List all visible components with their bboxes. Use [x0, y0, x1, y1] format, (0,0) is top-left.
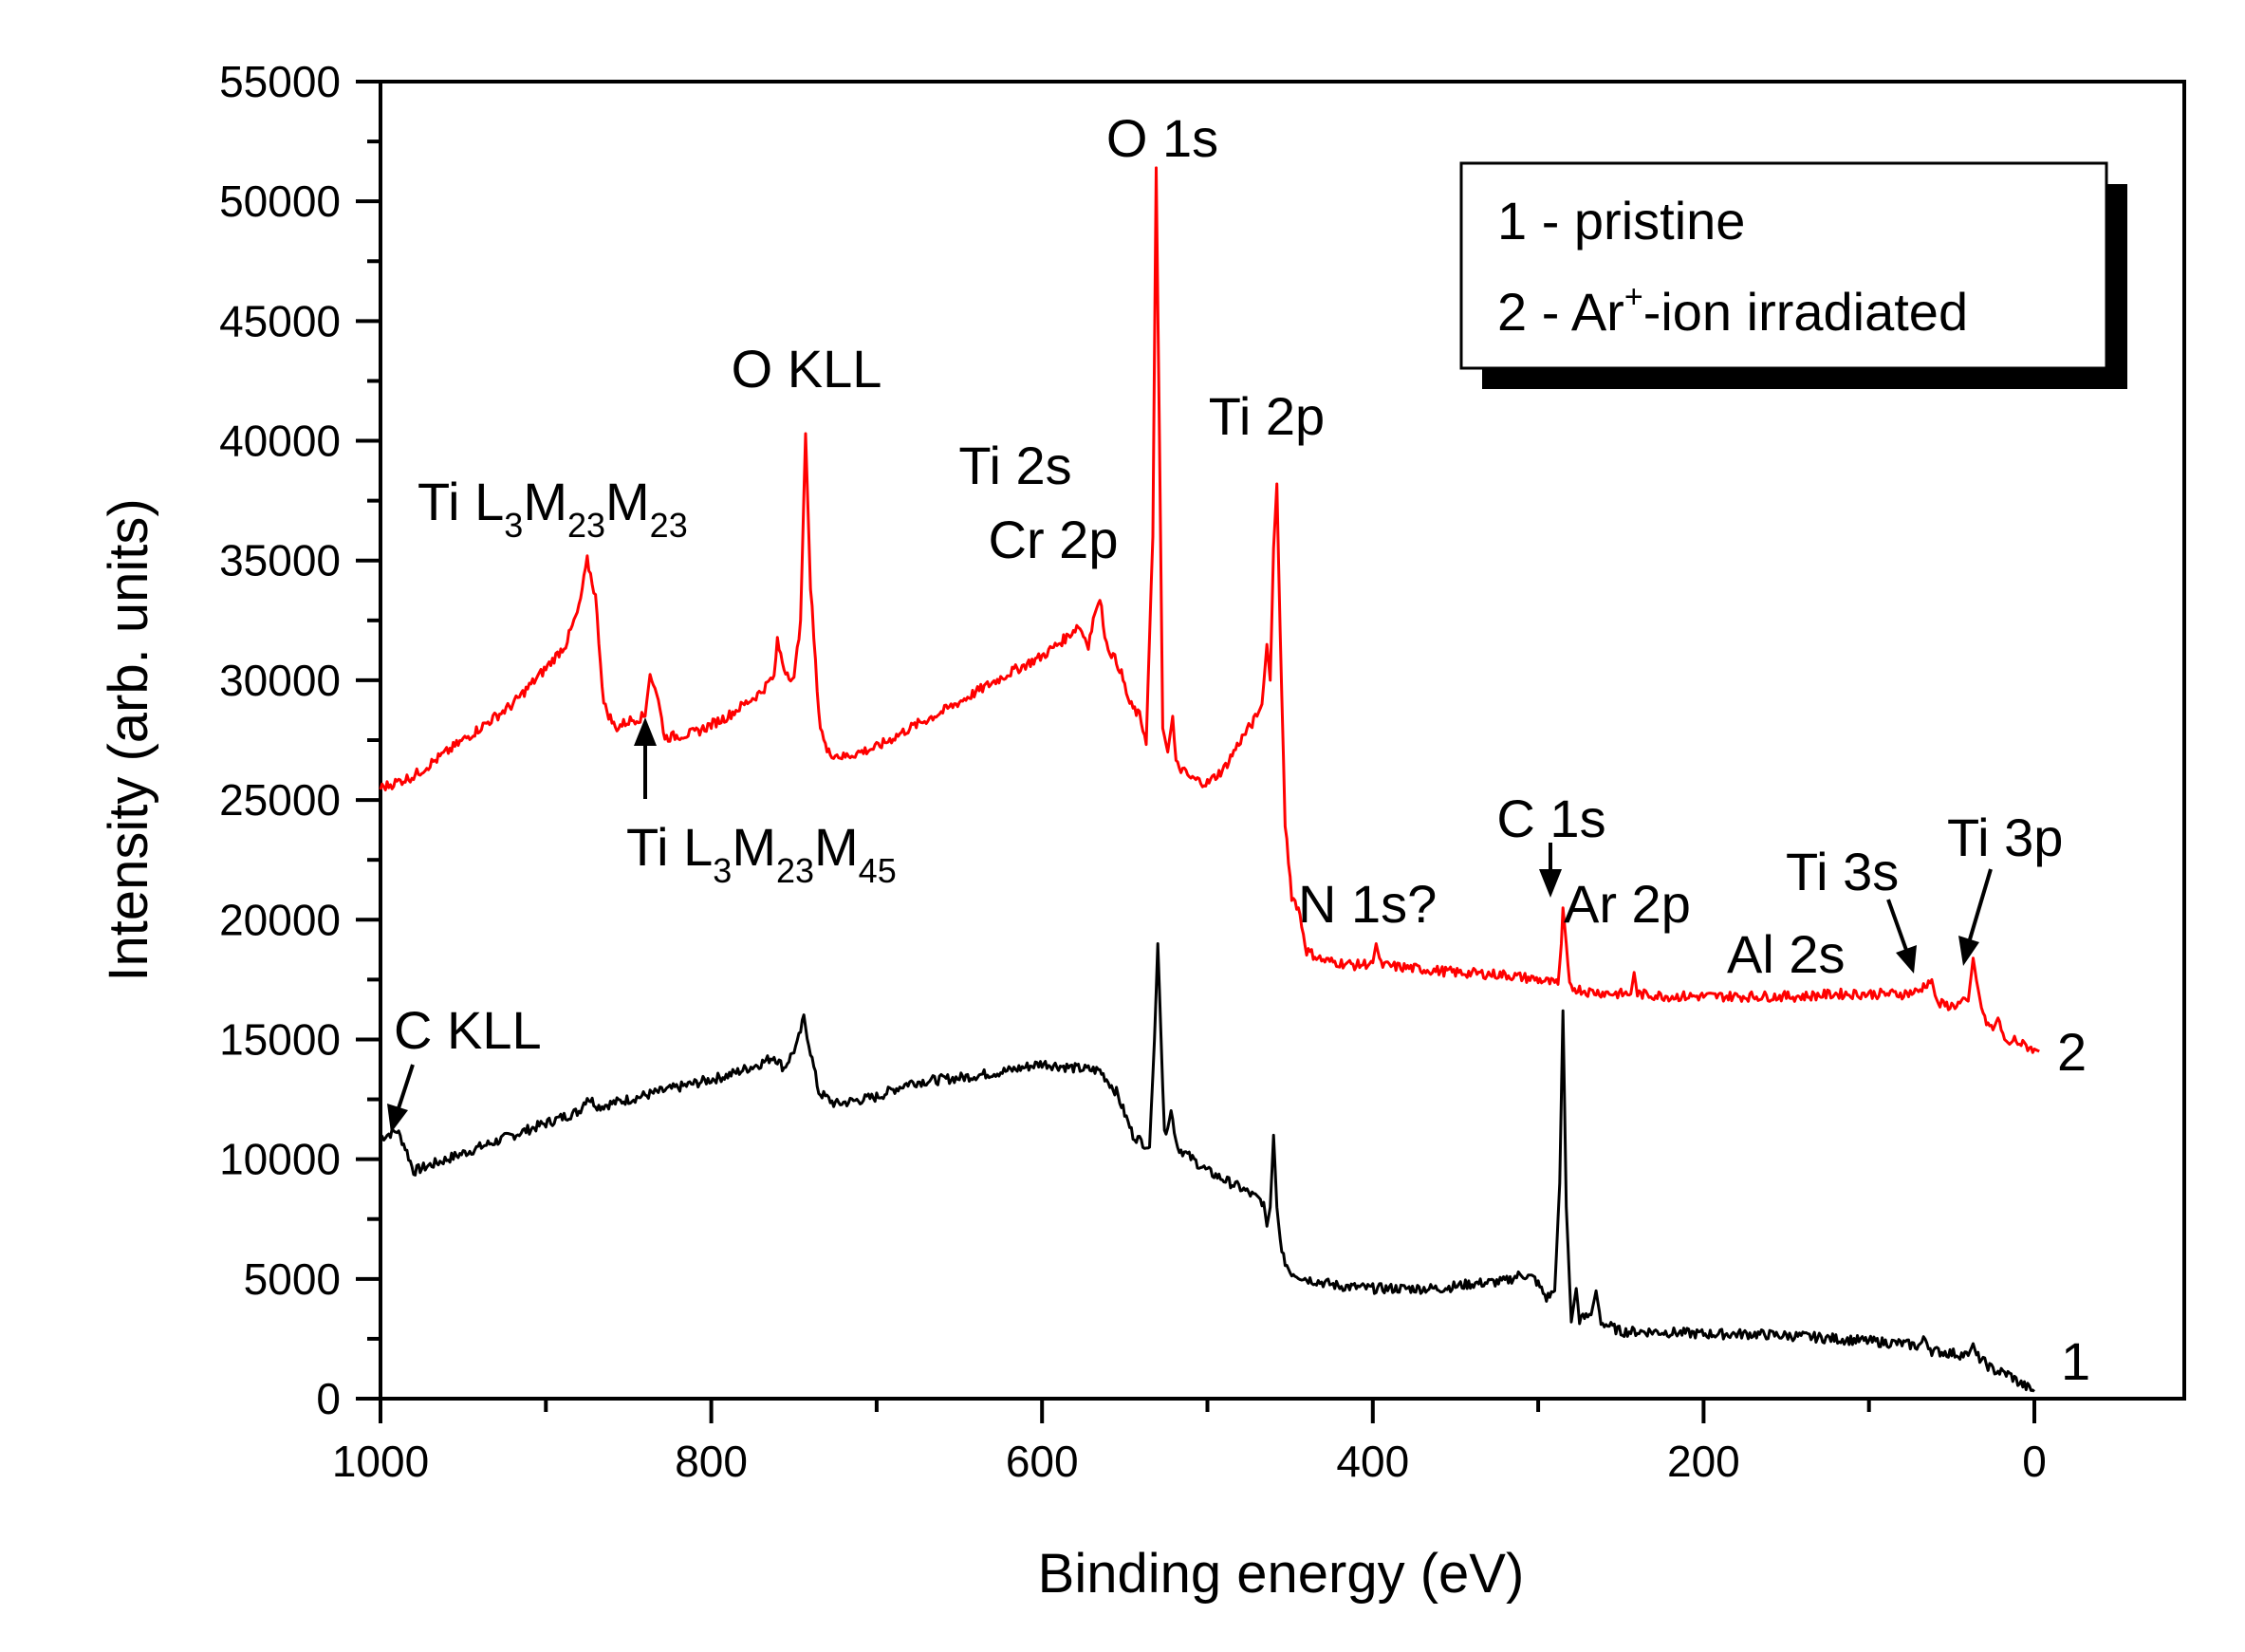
x-tick-label: 1000: [332, 1437, 429, 1486]
legend: 1 - pristine 2 - Ar+-ion irradiated: [1459, 161, 2127, 389]
y-tick-label: 15000: [219, 1014, 341, 1064]
y-tick-label: 20000: [219, 895, 341, 944]
annotation-n1s: N 1s?: [1298, 874, 1437, 934]
annotation-al2s: Al 2s: [1727, 924, 1846, 984]
arrow-ti-l3m23m45: [634, 717, 657, 799]
y-axis-title: Intensity (arb. units): [98, 498, 159, 981]
annotation-ti3p: Ti 3p: [1947, 807, 2063, 867]
annotation-ti3s: Ti 3s: [1786, 842, 1899, 901]
annotation-okll: O KLL: [732, 339, 882, 399]
series-line-1: [380, 942, 2035, 1393]
annotations: O 1s O KLL Ti 2p Ti 2s Cr 2p Ti L3M23M23…: [387, 108, 2063, 1133]
y-tick-label: 10000: [219, 1135, 341, 1184]
annotation-c1s: C 1s: [1496, 789, 1605, 848]
x-tick-label: 800: [675, 1437, 748, 1486]
x-axis-title: Binding energy (eV): [1038, 1543, 1525, 1605]
annotation-ti-l3m23m45: Ti L3M23M45: [626, 817, 897, 890]
arrow-ckll: [387, 1064, 415, 1133]
y-tick-label: 50000: [219, 176, 341, 226]
series-label-2: 2: [2057, 1022, 2087, 1082]
series-label-1: 1: [2061, 1331, 2090, 1391]
arrow-c1s: [1539, 843, 1562, 898]
x-axis-ticks: 1000 800 600 400 200 0: [332, 1399, 2047, 1486]
series-line-2: [379, 166, 2040, 1054]
legend-item-1: 1 - pristine: [1497, 191, 1745, 251]
annotation-ti2p: Ti 2p: [1209, 386, 1325, 446]
annotation-cr2p: Cr 2p: [989, 510, 1119, 569]
x-tick-label: 0: [2022, 1437, 2047, 1486]
y-tick-label: 45000: [219, 296, 341, 345]
legend-item-2: 2 - Ar+-ion irradiated: [1497, 279, 1968, 342]
annotation-o1s: O 1s: [1106, 108, 1218, 168]
y-axis-ticks: 0 5000 10000 15000 20000 25000 30000 35000 40000…: [219, 57, 380, 1423]
y-tick-label: 30000: [219, 656, 341, 705]
annotation-ti-l3m23m23: Ti L3M23M23: [417, 472, 688, 545]
y-tick-label: 55000: [219, 57, 341, 106]
y-tick-label: 5000: [244, 1254, 341, 1304]
annotation-ar2p: Ar 2p: [1564, 874, 1691, 934]
annotation-ti2s: Ti 2s: [958, 436, 1071, 495]
legend-box: [1459, 161, 2108, 370]
y-tick-label: 35000: [219, 536, 341, 585]
y-tick-label: 25000: [219, 775, 341, 825]
x-tick-label: 200: [1667, 1437, 1740, 1486]
x-tick-label: 600: [1006, 1437, 1079, 1486]
series-layer: [379, 166, 2040, 1393]
y-tick-label: 40000: [219, 417, 341, 466]
arrow-ti3s: [1886, 899, 1917, 974]
x-tick-label: 400: [1336, 1437, 1409, 1486]
y-tick-label: 0: [316, 1374, 341, 1423]
arrow-ti3p: [1958, 868, 1993, 966]
annotation-ckll: C KLL: [394, 1000, 542, 1060]
